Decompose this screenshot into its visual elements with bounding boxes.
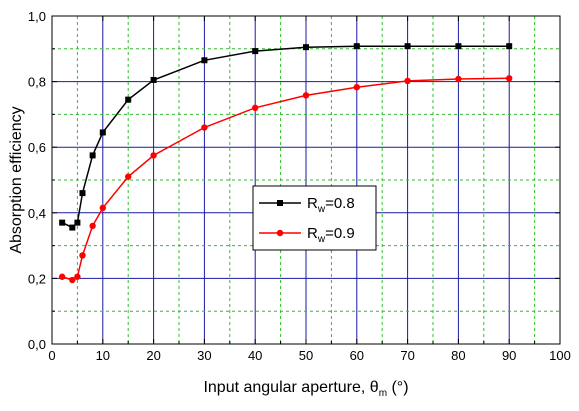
- data-point-series-1: [506, 43, 513, 50]
- x-tick-label: 40: [248, 348, 262, 363]
- data-point-series-2: [99, 204, 107, 212]
- x-tick-label: 30: [197, 348, 211, 363]
- grid: [52, 16, 560, 344]
- x-tick-label: 100: [549, 348, 571, 363]
- axis-ticks: 0 10 20 30 40 50 60 70 80 90 100 0,0 0,2 0,4 0,6 0,8 1,0: [28, 9, 571, 363]
- legend: Rw=0.8 Rw=0.9: [252, 185, 377, 251]
- y-axis-title: Absorption efficiency: [8, 106, 25, 253]
- data-point-series-2: [125, 173, 132, 180]
- x-axis-title-subscript: m: [379, 388, 387, 399]
- data-point-series-1: [59, 219, 66, 226]
- x-tick-label: 60: [350, 348, 364, 363]
- y-tick-label: 0,6: [28, 140, 46, 155]
- data-point-series-1: [69, 224, 76, 231]
- data-point-series-2: [404, 77, 411, 85]
- y-tick-label: 0,2: [28, 271, 46, 286]
- legend-box: [252, 185, 377, 251]
- y-tick-label: 1,0: [28, 9, 46, 24]
- data-point-series-1: [252, 48, 259, 55]
- x-tick-label: 10: [96, 348, 110, 363]
- data-point-series-2: [74, 273, 81, 280]
- data-point-series-2: [79, 252, 86, 259]
- data-point-series-2: [455, 75, 462, 83]
- legend-label-1: Rw=0.8: [307, 195, 355, 215]
- y-tick-label: 0,8: [28, 75, 46, 90]
- data-point-series-1: [74, 219, 81, 226]
- data-point-series-1: [353, 43, 360, 50]
- x-tick-label: 0: [48, 348, 55, 363]
- data-point-series-1: [99, 129, 106, 136]
- series-group: [58, 43, 513, 284]
- x-tick-label: 80: [451, 348, 465, 363]
- x-axis-title: Input angular aperture, θm (°): [203, 379, 408, 399]
- x-tick-label: 50: [299, 348, 313, 363]
- data-point-series-1: [201, 57, 208, 64]
- data-point-series-1: [455, 43, 462, 50]
- data-point-series-2: [150, 152, 157, 159]
- data-point-series-2: [252, 104, 259, 112]
- data-point-series-2: [353, 83, 360, 91]
- data-point-series-1: [303, 44, 309, 51]
- y-tick-label: 0,4: [28, 206, 46, 221]
- x-tick-label: 90: [502, 348, 516, 363]
- data-point-series-2: [506, 75, 513, 82]
- data-point-series-1: [125, 96, 132, 103]
- data-point-series-1: [89, 152, 96, 159]
- data-point-series-1: [79, 190, 86, 197]
- data-point-series-2: [69, 276, 76, 284]
- x-tick-label: 20: [146, 348, 160, 363]
- legend-marker-2: [276, 229, 284, 237]
- data-point-series-1: [404, 43, 411, 50]
- y-tick-label: 0,0: [28, 337, 46, 352]
- legend-label-2: Rw=0.9: [307, 225, 355, 245]
- data-point-series-2: [58, 273, 66, 280]
- data-point-series-2: [302, 92, 310, 99]
- x-tick-label: 70: [400, 348, 414, 363]
- data-point-series-1: [150, 76, 157, 83]
- data-point-series-2: [89, 222, 96, 230]
- data-point-series-2: [201, 124, 208, 131]
- legend-marker-1: [277, 200, 283, 206]
